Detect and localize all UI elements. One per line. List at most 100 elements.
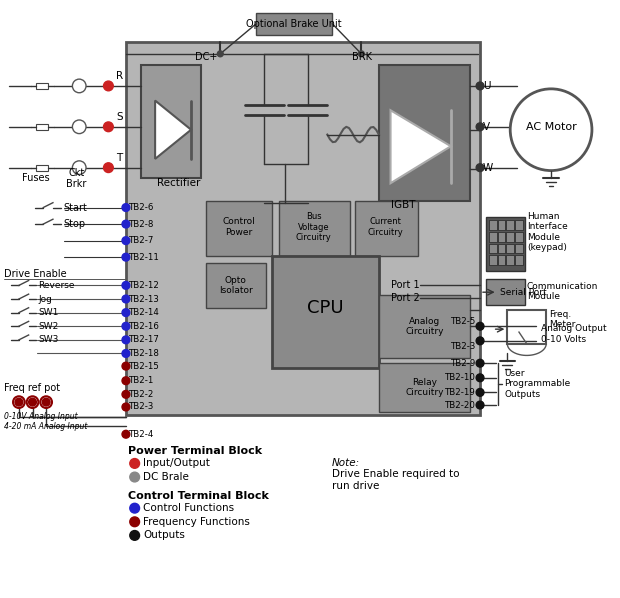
Text: TB2-10: TB2-10	[445, 373, 476, 382]
Circle shape	[122, 309, 130, 316]
Text: TB2-1: TB2-1	[129, 376, 154, 385]
Bar	[272, 256, 379, 368]
Bar	[515, 220, 523, 230]
Circle shape	[122, 377, 130, 385]
Circle shape	[122, 295, 130, 303]
Circle shape	[476, 337, 484, 344]
Bar	[126, 42, 480, 415]
Bar	[379, 65, 471, 201]
Text: TB2-20: TB2-20	[445, 401, 476, 410]
Text: S: S	[116, 112, 123, 122]
Text: Control Terminal Block: Control Terminal Block	[128, 491, 268, 501]
Circle shape	[130, 517, 140, 527]
Bar	[507, 220, 514, 230]
Text: Analog Output
0-10 Volts: Analog Output 0-10 Volts	[541, 324, 607, 344]
Text: R: R	[116, 71, 123, 81]
Circle shape	[73, 79, 86, 93]
Text: TB2-11: TB2-11	[129, 253, 160, 262]
Circle shape	[122, 362, 130, 370]
Text: Serial Port: Serial Port	[500, 288, 546, 297]
Bar	[515, 243, 523, 254]
Polygon shape	[155, 100, 191, 159]
Circle shape	[42, 398, 50, 406]
Text: TB2-3: TB2-3	[129, 402, 154, 411]
Text: TB2-19: TB2-19	[445, 388, 476, 397]
Text: Optional Brake Unit: Optional Brake Unit	[246, 19, 342, 29]
Text: Outputs: Outputs	[143, 530, 185, 541]
Bar	[507, 310, 546, 344]
Text: SW3: SW3	[38, 335, 59, 344]
Bar	[486, 217, 525, 271]
Text: 0-10V Analog Input: 0-10V Analog Input	[4, 412, 78, 421]
Bar	[37, 164, 48, 170]
Text: DC+: DC+	[195, 52, 217, 62]
Bar	[498, 243, 505, 254]
Circle shape	[358, 51, 365, 57]
Bar	[37, 124, 48, 130]
Text: TB2-17: TB2-17	[129, 335, 160, 344]
Circle shape	[476, 401, 484, 409]
Circle shape	[476, 359, 484, 367]
Circle shape	[476, 82, 484, 90]
Bar	[507, 243, 514, 254]
Text: TB2-14: TB2-14	[129, 308, 160, 317]
Circle shape	[476, 164, 484, 172]
Circle shape	[218, 51, 223, 57]
Bar	[489, 232, 497, 242]
Text: Communication
Module: Communication Module	[527, 282, 598, 301]
Bar	[515, 232, 523, 242]
Circle shape	[122, 322, 130, 330]
Text: Analog
Circuitry: Analog Circuitry	[405, 316, 444, 336]
Text: Reverse: Reverse	[38, 281, 75, 290]
Circle shape	[122, 237, 130, 245]
Circle shape	[13, 396, 25, 408]
Circle shape	[476, 389, 484, 396]
Polygon shape	[391, 110, 451, 183]
Circle shape	[27, 396, 38, 408]
Bar	[489, 243, 497, 254]
Circle shape	[122, 350, 130, 358]
Text: TB2-9: TB2-9	[451, 359, 476, 368]
Circle shape	[122, 254, 130, 261]
Circle shape	[122, 390, 130, 398]
Bar	[206, 201, 272, 256]
Text: Relay
Circuitry: Relay Circuitry	[405, 378, 444, 397]
Text: Drive Enable: Drive Enable	[4, 269, 67, 279]
Text: Stop: Stop	[64, 219, 86, 229]
Circle shape	[130, 459, 140, 468]
Bar	[256, 13, 332, 35]
Text: SW1: SW1	[38, 308, 59, 317]
Bar	[507, 232, 514, 242]
Text: 4-20 mA Analog Input: 4-20 mA Analog Input	[4, 422, 87, 431]
Text: Start: Start	[64, 203, 87, 212]
Text: Frequency Functions: Frequency Functions	[143, 517, 250, 527]
Text: Input/Output: Input/Output	[143, 459, 210, 468]
Text: TB2-12: TB2-12	[129, 281, 160, 290]
Bar	[206, 263, 266, 308]
Text: TB2-13: TB2-13	[129, 294, 160, 304]
Circle shape	[104, 81, 113, 91]
Circle shape	[104, 163, 113, 173]
Text: TB2-5: TB2-5	[451, 317, 476, 326]
Circle shape	[130, 530, 140, 540]
Text: TB2-16: TB2-16	[129, 322, 160, 331]
Bar	[379, 295, 471, 358]
Text: Control Functions: Control Functions	[143, 503, 234, 513]
Text: U: U	[483, 81, 490, 91]
Circle shape	[73, 161, 86, 175]
Text: Bus
Voltage
Circuitry: Bus Voltage Circuitry	[296, 212, 332, 242]
Text: Port 2: Port 2	[391, 293, 420, 303]
Text: Control
Power: Control Power	[223, 217, 255, 237]
Bar	[498, 255, 505, 265]
Text: TB2-6: TB2-6	[129, 203, 154, 212]
Circle shape	[122, 403, 130, 411]
Text: V: V	[483, 122, 490, 132]
Text: TB2-8: TB2-8	[129, 219, 154, 228]
Bar	[141, 65, 201, 178]
Text: Port 1: Port 1	[391, 280, 420, 291]
Bar	[37, 83, 48, 89]
Text: User
Programmable
Outputs: User Programmable Outputs	[505, 369, 570, 398]
Bar	[379, 363, 471, 412]
Text: TB2-4: TB2-4	[129, 430, 154, 439]
Circle shape	[122, 220, 130, 228]
